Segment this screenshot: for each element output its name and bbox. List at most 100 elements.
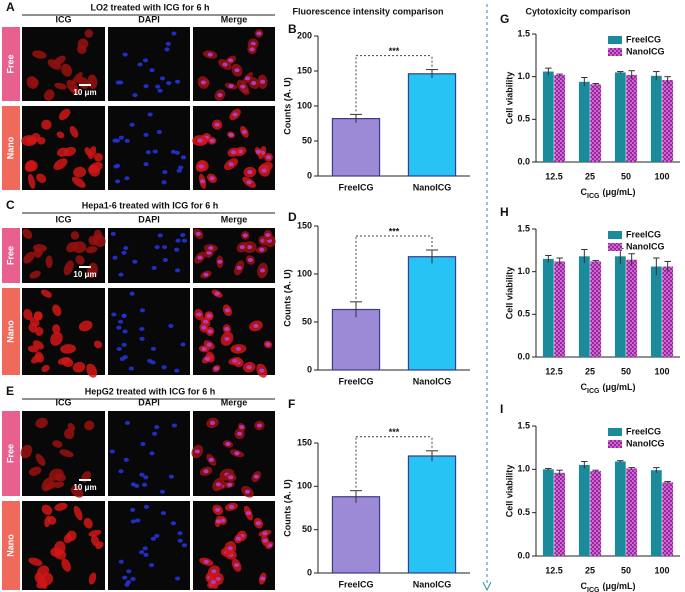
cell-body xyxy=(37,137,46,145)
nucleus xyxy=(262,531,268,536)
bar xyxy=(590,84,602,162)
nucleus xyxy=(122,575,128,580)
nucleus xyxy=(259,268,266,273)
significance-bracket xyxy=(355,436,433,488)
legend-label: NanoICG xyxy=(626,438,665,448)
nucleus xyxy=(209,420,216,425)
nucleus xyxy=(246,180,252,185)
nucleus xyxy=(170,521,177,526)
x-tick-label: NanoICG xyxy=(413,182,452,192)
nucleus xyxy=(232,112,238,117)
micrograph xyxy=(108,411,190,496)
nucleus xyxy=(228,162,234,167)
cell-body xyxy=(93,229,102,241)
cell-body xyxy=(88,164,100,177)
cell-body xyxy=(32,50,47,59)
nucleus xyxy=(154,533,160,538)
y-tick-label: 0.0 xyxy=(517,550,530,560)
cell-body xyxy=(84,420,95,431)
cell-body xyxy=(20,444,33,459)
bar xyxy=(542,71,554,162)
panel-title: Hepa1-6 treated with ICG for 6 h xyxy=(82,200,219,210)
nucleus xyxy=(224,336,230,341)
y-tick-label: 0.0 xyxy=(517,351,530,361)
y-tick-label: 100 xyxy=(297,481,312,491)
nucleus xyxy=(255,521,262,526)
nucleus xyxy=(130,507,136,512)
nucleus xyxy=(176,168,182,173)
nucleus xyxy=(211,569,217,574)
x-axis-label-part: C xyxy=(581,382,588,392)
cell-body xyxy=(45,255,53,268)
nucleus xyxy=(118,135,125,140)
cell-body xyxy=(70,485,84,498)
x-tick-label: 25 xyxy=(585,171,595,181)
significance-label: *** xyxy=(389,427,400,437)
cell-body xyxy=(27,345,39,353)
nucleus xyxy=(170,149,177,154)
cell-body xyxy=(75,255,85,265)
cell-body xyxy=(83,517,93,529)
nucleus xyxy=(161,180,167,185)
nucleus xyxy=(116,346,122,351)
nucleus xyxy=(265,342,271,347)
nucleus xyxy=(214,122,220,127)
nucleus xyxy=(261,168,267,173)
cell-body xyxy=(77,77,89,90)
nucleus xyxy=(159,489,166,494)
cell-body xyxy=(86,363,98,378)
legend-swatch xyxy=(608,440,622,448)
bar xyxy=(662,80,674,162)
nucleus xyxy=(123,457,129,462)
nucleus xyxy=(227,58,234,63)
y-tick-label: 100 xyxy=(297,268,312,278)
panel-letter: F xyxy=(288,397,295,411)
bar xyxy=(407,256,457,371)
nucleus xyxy=(122,52,128,57)
nucleus xyxy=(249,47,255,52)
cell-body xyxy=(53,481,65,489)
cell-body xyxy=(43,89,55,101)
cells xyxy=(111,291,186,373)
y-axis-label: Cell viability xyxy=(504,72,514,125)
cell-body xyxy=(77,44,87,55)
nucleus xyxy=(208,457,214,462)
nucleus xyxy=(247,258,253,263)
cell-body xyxy=(71,72,83,85)
nucleus xyxy=(143,475,149,480)
bar xyxy=(578,81,590,162)
y-axis-label: Counts (A. U) xyxy=(282,269,292,327)
nucleus xyxy=(160,511,167,516)
nucleus xyxy=(125,580,132,585)
nucleus xyxy=(119,356,125,361)
nucleus xyxy=(222,62,228,67)
nucleus xyxy=(129,291,135,296)
nucleus xyxy=(236,431,243,436)
nucleus xyxy=(201,325,207,330)
bar xyxy=(590,471,602,556)
cell-body xyxy=(28,466,42,476)
nucleus xyxy=(246,365,252,370)
cell-body xyxy=(23,251,35,264)
cell-body xyxy=(78,320,93,332)
column-label: DAPI xyxy=(138,397,160,407)
nucleus xyxy=(207,329,213,334)
cell-body xyxy=(54,473,66,482)
nucleus xyxy=(157,88,163,93)
cell-body xyxy=(47,59,62,70)
nucleus xyxy=(214,291,220,296)
bar xyxy=(554,472,566,556)
cell-body xyxy=(41,504,53,516)
legend-swatch xyxy=(608,48,622,56)
nucleus xyxy=(224,308,231,313)
y-tick-label: 0.5 xyxy=(517,114,530,124)
cells xyxy=(192,108,273,189)
nucleus xyxy=(150,536,156,541)
cell-body xyxy=(88,529,102,537)
bar xyxy=(626,259,638,357)
nucleus xyxy=(227,546,233,551)
cell-body xyxy=(41,364,50,373)
nucleus xyxy=(180,342,186,347)
nucleus xyxy=(180,155,187,160)
nucleus xyxy=(174,247,180,252)
